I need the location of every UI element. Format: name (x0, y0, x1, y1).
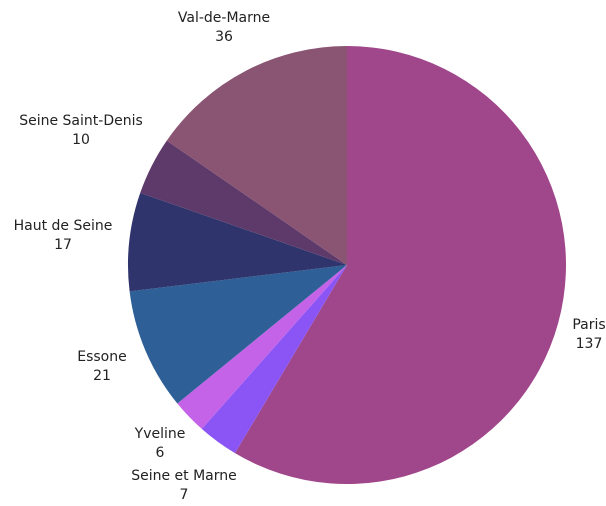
slice-value-val-de-marne: 36 (215, 29, 233, 45)
pie-slice-seine-saint-denis (140, 140, 347, 265)
slice-value-seine-et-marne: 7 (180, 487, 189, 503)
pie-slice-yveline (177, 265, 347, 429)
pie-slice-paris (234, 46, 567, 484)
slice-label-haut-de-seine: Haut de Seine (14, 218, 113, 234)
slice-value-haut-de-seine: 17 (54, 237, 72, 253)
pie-slices (128, 46, 567, 484)
pie-slice-essone (129, 265, 347, 404)
slice-value-seine-saint-denis: 10 (72, 132, 90, 148)
slice-label-essone: Essone (77, 349, 127, 365)
pie-slice-val-de-marne (166, 46, 347, 265)
slice-value-essone: 21 (93, 368, 111, 384)
pie-slice-haut-de-seine (128, 192, 347, 292)
slice-value-paris: 137 (576, 336, 603, 352)
pie-labels: Paris 137 Seine et Marne 7 Yveline 6 Essone 21 H… (14, 10, 606, 503)
slice-value-yveline: 6 (156, 445, 165, 461)
pie-slice-seine-et-marne (201, 265, 347, 454)
slice-label-paris: Paris (572, 317, 605, 333)
slice-label-yveline: Yveline (134, 426, 186, 442)
slice-label-val-de-marne: Val-de-Marne (178, 10, 270, 26)
slice-label-seine-saint-denis: Seine Saint-Denis (19, 113, 143, 129)
slice-label-seine-et-marne: Seine et Marne (131, 468, 237, 484)
